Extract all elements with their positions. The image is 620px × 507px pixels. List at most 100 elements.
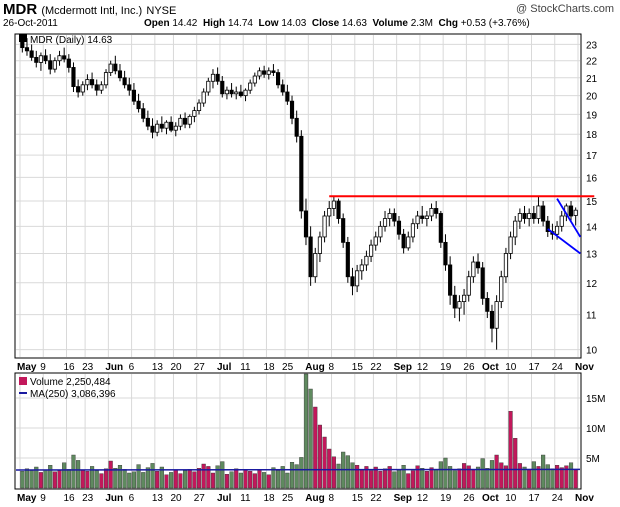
candle bbox=[145, 110, 150, 131]
volume-bar bbox=[336, 463, 341, 489]
candle-body-up bbox=[201, 91, 206, 104]
month-tick-label: Oct bbox=[482, 493, 499, 504]
candle-body-down bbox=[20, 40, 25, 49]
volume-bar bbox=[90, 466, 95, 489]
volume-bar bbox=[289, 462, 295, 489]
candle bbox=[443, 234, 448, 271]
wedge-line bbox=[556, 198, 582, 238]
volume-bar bbox=[299, 457, 304, 489]
price-tick-label: 19 bbox=[586, 110, 598, 121]
watermark: @ StockCharts.com bbox=[516, 3, 614, 15]
candle-body-up bbox=[503, 253, 508, 278]
day-tick-label: 17 bbox=[529, 493, 541, 504]
candle bbox=[545, 215, 550, 237]
candle bbox=[499, 270, 504, 309]
volume-bar bbox=[382, 468, 388, 489]
quote-summary: Open 14.42 High 14.74 Low 14.03 Close 14… bbox=[144, 18, 530, 29]
volume-legend: Volume 2,250,484 MA(250) 3,086,396 bbox=[19, 377, 116, 400]
candle bbox=[201, 88, 206, 107]
candle-body-down bbox=[434, 208, 439, 214]
candle-body-down bbox=[71, 67, 76, 87]
candle bbox=[331, 196, 336, 216]
candle-body-down bbox=[392, 213, 397, 222]
day-tick-label: 18 bbox=[263, 362, 275, 373]
volume-bar bbox=[489, 460, 495, 489]
candle-body-up bbox=[57, 55, 62, 62]
candle-body-down bbox=[443, 241, 448, 266]
candle-body-up bbox=[355, 270, 360, 287]
candle bbox=[517, 208, 522, 229]
volume-bar bbox=[555, 465, 560, 489]
month-tick-label: Aug bbox=[305, 362, 324, 373]
volume-bar bbox=[508, 411, 513, 489]
candle-body-up bbox=[513, 220, 518, 238]
candle-body-up bbox=[322, 215, 327, 238]
candle bbox=[131, 83, 136, 105]
chg-value: +0.53 (+3.76%) bbox=[460, 18, 530, 29]
candle bbox=[127, 77, 132, 96]
candle-body-up bbox=[457, 301, 462, 309]
candle bbox=[429, 203, 434, 222]
candle bbox=[466, 270, 471, 302]
candle bbox=[475, 253, 481, 274]
candle bbox=[85, 74, 90, 91]
candle-body-down bbox=[169, 121, 174, 131]
candle-body-down bbox=[159, 123, 164, 129]
candle bbox=[387, 208, 392, 227]
volume-bar bbox=[57, 470, 62, 489]
candle-body-down bbox=[289, 100, 295, 119]
candle bbox=[29, 44, 34, 61]
candle bbox=[52, 57, 57, 73]
candle-body-up bbox=[224, 89, 229, 95]
volume-legend-text: Volume 2,250,484 bbox=[30, 377, 111, 388]
volume-bar bbox=[183, 470, 188, 489]
candle-body-down bbox=[299, 135, 304, 212]
candle bbox=[229, 83, 234, 98]
candle-body-up bbox=[373, 236, 378, 246]
volume-bar bbox=[113, 468, 118, 489]
volume-bar bbox=[485, 468, 490, 489]
volume-bar bbox=[322, 436, 327, 489]
candle bbox=[359, 259, 364, 280]
candle-body-down bbox=[90, 79, 95, 86]
volume-bar bbox=[369, 470, 374, 489]
candle bbox=[369, 239, 374, 263]
candle-body-down bbox=[448, 264, 453, 296]
candle-body-down bbox=[276, 72, 281, 86]
candle bbox=[192, 106, 197, 123]
volume-bar bbox=[127, 472, 132, 489]
day-tick-label: 24 bbox=[552, 493, 564, 504]
volume-bar bbox=[276, 470, 281, 489]
volume-bar bbox=[355, 465, 360, 489]
candle-body-up bbox=[52, 60, 57, 70]
candle-body-down bbox=[489, 310, 495, 329]
volume-bar bbox=[234, 468, 239, 489]
candle-body-down bbox=[238, 91, 243, 97]
month-tick-label: Oct bbox=[482, 362, 499, 373]
candle bbox=[224, 86, 229, 100]
day-tick-label: 20 bbox=[170, 362, 182, 373]
candle bbox=[480, 262, 485, 305]
candle-body-up bbox=[369, 244, 374, 257]
candle bbox=[382, 210, 388, 232]
volume-bar bbox=[531, 461, 536, 489]
volume-bar bbox=[373, 466, 378, 489]
candle-body-up bbox=[508, 236, 513, 254]
volume-bar bbox=[573, 469, 578, 489]
candle-body-up bbox=[327, 208, 332, 217]
day-tick-label: 12 bbox=[417, 493, 429, 504]
price-tick-label: 10 bbox=[586, 346, 598, 357]
price-legend-text: MDR (Daily) 14.63 bbox=[30, 35, 113, 46]
candle bbox=[94, 79, 99, 96]
price-tick-label: 13 bbox=[586, 249, 598, 260]
candle-body-down bbox=[396, 220, 402, 235]
price-tick-label: 15 bbox=[586, 197, 598, 208]
ticker-title: MDR (Mcdermott Intl, Inc.) NYSE bbox=[3, 1, 176, 18]
candle bbox=[536, 196, 541, 224]
day-tick-label: 13 bbox=[152, 493, 164, 504]
day-tick-label: 19 bbox=[440, 493, 452, 504]
candle bbox=[527, 208, 532, 227]
candle bbox=[122, 70, 127, 89]
volume-bar bbox=[38, 472, 43, 489]
candle-body-down bbox=[475, 261, 481, 269]
